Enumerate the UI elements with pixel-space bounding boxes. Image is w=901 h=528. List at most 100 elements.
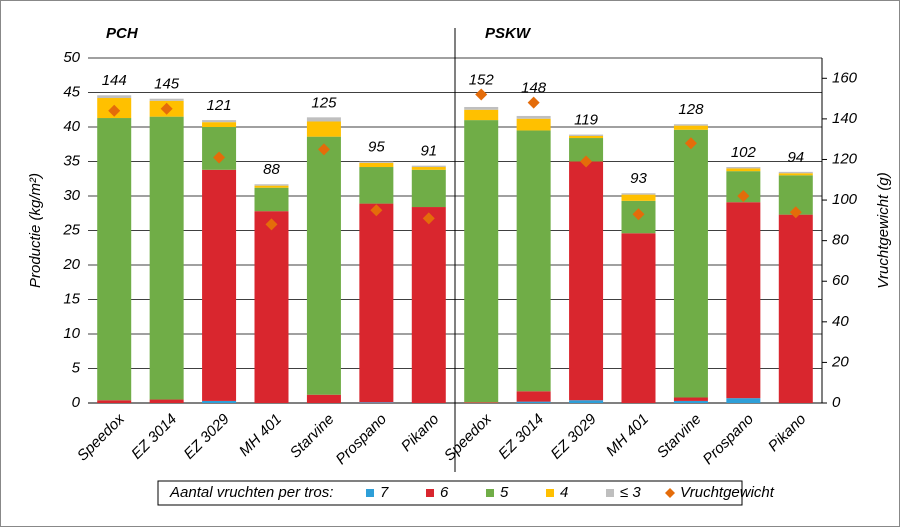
data-label: 94 xyxy=(787,149,804,166)
bar-segment xyxy=(673,397,708,401)
bar-segment xyxy=(778,171,813,174)
bar-segment xyxy=(306,394,341,403)
bar-segment xyxy=(569,400,604,403)
legend-swatch xyxy=(486,489,494,497)
bar-segment xyxy=(516,118,551,131)
legend-label: Vruchtgewicht xyxy=(680,484,775,501)
legend-label: 4 xyxy=(560,484,568,501)
bar-segment xyxy=(726,202,761,399)
legend-label: 5 xyxy=(500,484,509,501)
y2-tick-label: 160 xyxy=(832,69,858,86)
group-label: PCH xyxy=(106,25,139,42)
y2-axis-title: Vruchtgewicht (g) xyxy=(875,172,892,288)
bar-segment xyxy=(673,124,708,126)
bar-segment xyxy=(149,116,184,400)
legend-title: Aantal vruchten per tros: xyxy=(169,484,333,501)
bar-segment xyxy=(621,193,656,195)
y-tick-label: 10 xyxy=(63,325,80,342)
bar-segment xyxy=(306,117,341,122)
bar-segment xyxy=(411,165,446,168)
bar-segment xyxy=(359,162,394,168)
data-label: 148 xyxy=(521,80,547,97)
bar-segment xyxy=(254,185,289,188)
legend-label: 7 xyxy=(380,484,389,501)
marker xyxy=(317,143,330,156)
bar-segment xyxy=(359,203,394,403)
y2-tick-label: 100 xyxy=(832,191,858,208)
y-tick-label: 35 xyxy=(63,152,80,169)
marker xyxy=(632,208,645,221)
marker xyxy=(684,137,697,150)
y-tick-label: 0 xyxy=(72,394,81,411)
marker xyxy=(265,218,278,231)
data-label: 119 xyxy=(574,112,599,129)
y-tick-label: 15 xyxy=(63,290,80,307)
bar-segment xyxy=(464,402,499,403)
bar-segment xyxy=(359,167,394,204)
bar-segment xyxy=(97,118,132,401)
y2-tick-label: 80 xyxy=(832,232,849,249)
bar-segment xyxy=(411,167,446,170)
bar-segment xyxy=(778,214,813,403)
y2-tick-label: 120 xyxy=(832,150,858,167)
legend-swatch xyxy=(426,489,434,497)
y2-tick-label: 20 xyxy=(831,353,849,370)
legend-swatch xyxy=(606,489,614,497)
marker xyxy=(475,88,488,101)
bar-segment xyxy=(97,95,132,99)
marker xyxy=(527,96,540,109)
marker xyxy=(213,151,226,164)
data-label: 144 xyxy=(102,72,127,89)
bar-segment xyxy=(306,136,341,395)
bar-segment xyxy=(621,194,656,201)
bar-segment xyxy=(726,168,761,172)
y2-tick-label: 40 xyxy=(832,313,849,330)
bar-segment xyxy=(464,106,499,110)
bar-segment xyxy=(359,402,394,403)
data-label: 121 xyxy=(207,97,232,114)
y2-tick-label: 140 xyxy=(832,110,858,127)
marker xyxy=(737,190,750,202)
bar-segment xyxy=(202,120,237,123)
bar-segment xyxy=(726,398,761,403)
bar-segment xyxy=(254,184,289,186)
y2-tick-label: 0 xyxy=(832,394,841,411)
y-tick-label: 5 xyxy=(72,359,81,376)
bar-segment xyxy=(569,135,604,139)
legend-swatch xyxy=(546,489,554,497)
data-label: 91 xyxy=(420,143,437,160)
data-label: 102 xyxy=(731,144,757,161)
y-tick-label: 20 xyxy=(62,256,80,273)
bar-segment xyxy=(254,187,289,212)
bar-segment xyxy=(516,391,551,402)
bar-segment xyxy=(411,169,446,208)
marker xyxy=(370,204,383,217)
bar-segment xyxy=(202,122,237,127)
bar-segment xyxy=(778,173,813,176)
y-tick-label: 40 xyxy=(63,118,80,135)
data-label: 95 xyxy=(368,138,385,155)
bar-segment xyxy=(673,129,708,398)
legend-marker xyxy=(665,488,675,498)
bar-segment xyxy=(673,400,708,403)
y-tick-label: 50 xyxy=(63,49,80,66)
bar-segment xyxy=(359,161,394,163)
bar-segment xyxy=(202,400,237,403)
bar-segment xyxy=(97,400,132,403)
bar-segment xyxy=(306,121,341,137)
bar-segment xyxy=(516,401,551,403)
bar-segment xyxy=(411,207,446,403)
data-label: 125 xyxy=(311,94,337,111)
y-axis-title: Productie (kg/m²) xyxy=(27,173,44,288)
marker xyxy=(108,104,121,117)
group-label: PSKW xyxy=(485,25,532,42)
marker xyxy=(580,155,593,168)
data-label: 128 xyxy=(678,101,704,118)
legend-swatch xyxy=(366,489,374,497)
data-label: 88 xyxy=(263,161,280,178)
legend-label: 6 xyxy=(440,484,449,501)
legend-box xyxy=(157,480,743,506)
marker xyxy=(789,206,802,219)
bar-segment xyxy=(673,125,708,130)
bar-segment xyxy=(569,138,604,162)
